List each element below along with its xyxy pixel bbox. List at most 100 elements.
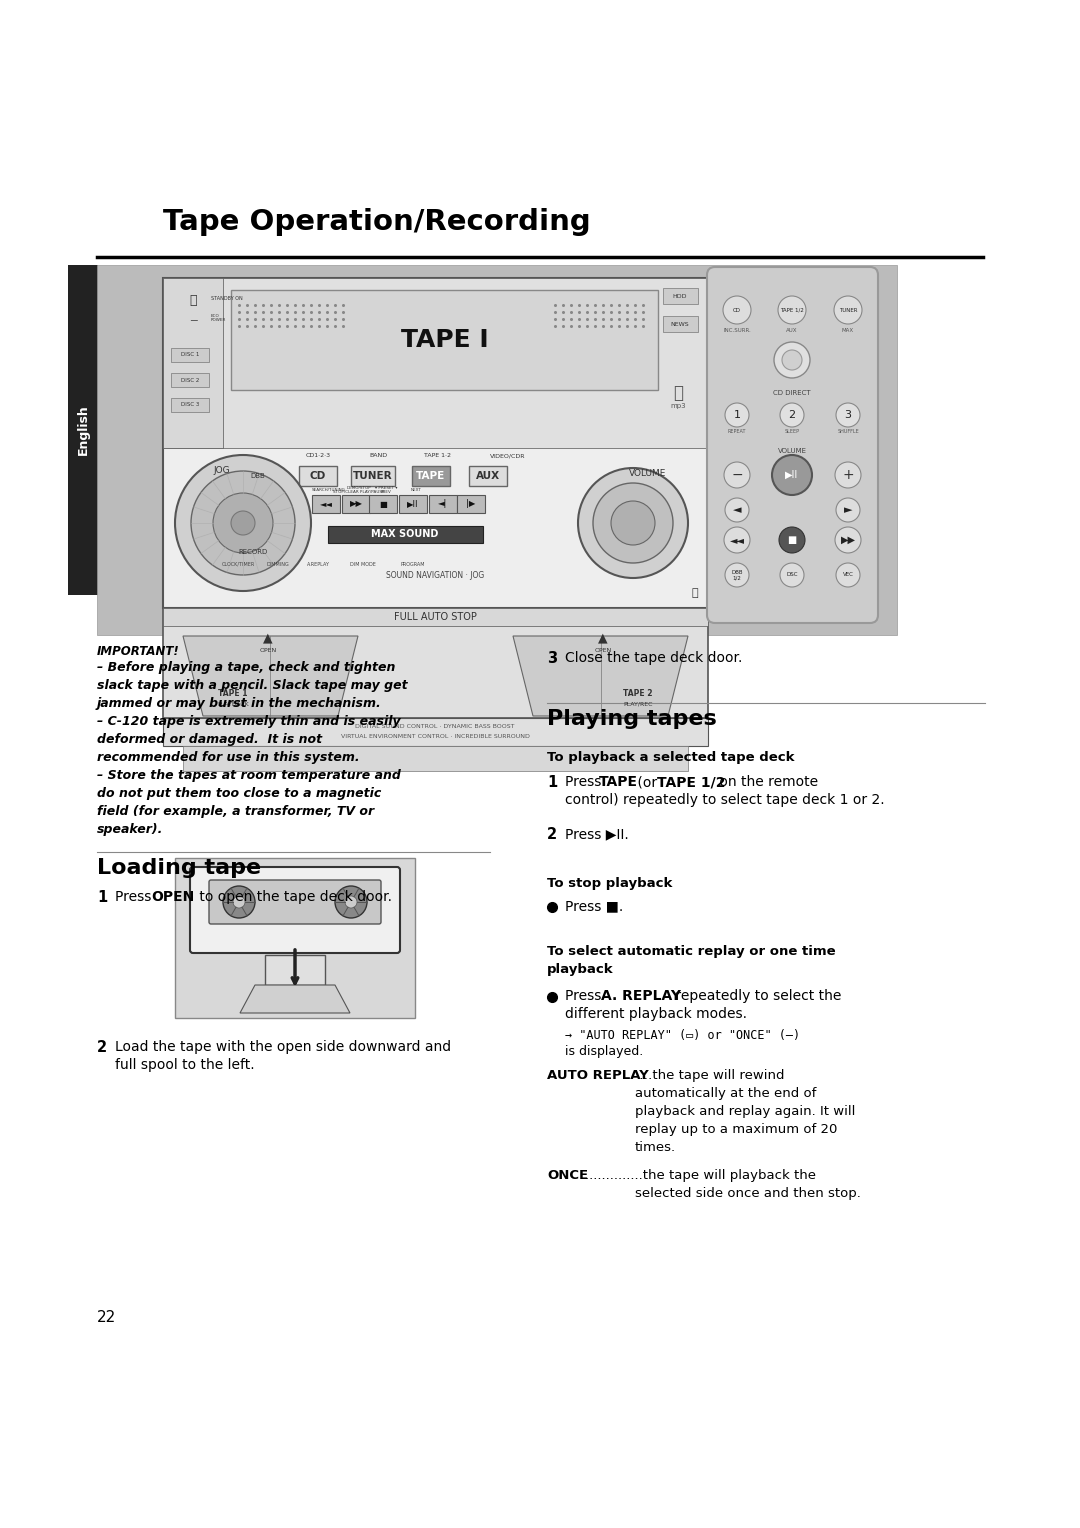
Text: DBB: DBB <box>251 474 266 478</box>
Text: DIM MODE: DIM MODE <box>350 562 376 567</box>
Circle shape <box>175 455 311 591</box>
FancyBboxPatch shape <box>171 397 210 413</box>
Circle shape <box>578 468 688 578</box>
Text: NEWS: NEWS <box>671 321 689 327</box>
Text: ONCE: ONCE <box>546 1169 589 1183</box>
Text: CD DIRECT: CD DIRECT <box>773 390 811 396</box>
FancyBboxPatch shape <box>183 746 688 772</box>
Circle shape <box>345 895 357 908</box>
Text: ▶▶: ▶▶ <box>350 500 363 509</box>
Text: 3: 3 <box>845 410 851 420</box>
Text: 🎧: 🎧 <box>691 588 698 597</box>
Circle shape <box>231 510 255 535</box>
FancyBboxPatch shape <box>328 526 483 542</box>
Text: DIMMING: DIMMING <box>267 562 289 567</box>
Text: ⏻: ⏻ <box>189 293 197 307</box>
Circle shape <box>836 498 860 523</box>
Circle shape <box>725 498 750 523</box>
Text: Close the tape deck door.: Close the tape deck door. <box>565 651 742 665</box>
Circle shape <box>335 886 367 918</box>
FancyBboxPatch shape <box>399 495 427 513</box>
Text: To stop playback: To stop playback <box>546 877 673 889</box>
Text: DBB
1/2: DBB 1/2 <box>731 570 743 581</box>
Text: Load the tape with the open side downward and: Load the tape with the open side downwar… <box>114 1041 451 1054</box>
Text: ▲: ▲ <box>598 631 608 645</box>
Text: TAPE 1/2: TAPE 1/2 <box>780 307 804 313</box>
FancyBboxPatch shape <box>457 495 485 513</box>
Text: 1: 1 <box>733 410 741 420</box>
Circle shape <box>222 886 255 918</box>
Text: VOLUME: VOLUME <box>630 469 666 478</box>
Text: A. REPLAY: A. REPLAY <box>600 989 681 1002</box>
Text: DSC: DSC <box>786 573 798 578</box>
Text: TAPE I: TAPE I <box>401 329 488 351</box>
Text: replay up to a maximum of 20: replay up to a maximum of 20 <box>635 1123 837 1135</box>
Circle shape <box>593 483 673 562</box>
Text: OPEN: OPEN <box>151 889 194 905</box>
Text: TAPE: TAPE <box>599 775 638 788</box>
Circle shape <box>611 501 654 545</box>
Text: TAPE: TAPE <box>417 471 446 481</box>
Text: TAPE 1·2: TAPE 1·2 <box>424 452 451 458</box>
Circle shape <box>779 527 805 553</box>
Text: TAPE 1: TAPE 1 <box>218 689 247 698</box>
Circle shape <box>835 461 861 487</box>
FancyBboxPatch shape <box>231 290 658 390</box>
Text: MAX SOUND: MAX SOUND <box>372 529 438 539</box>
Circle shape <box>233 895 245 908</box>
FancyBboxPatch shape <box>299 466 337 486</box>
Circle shape <box>836 403 860 426</box>
Text: BAND: BAND <box>369 452 387 458</box>
Text: VIDEO/CDR: VIDEO/CDR <box>490 452 526 458</box>
Text: SOUND NAVIGATION · JOG: SOUND NAVIGATION · JOG <box>386 571 484 581</box>
Text: OPEN: OPEN <box>259 648 276 652</box>
Text: Loading tape: Loading tape <box>97 859 261 879</box>
Text: SHUFFLE: SHUFFLE <box>837 429 859 434</box>
Text: DEMO/STOP
STOP/CLEAR PLAY/PAUSE: DEMO/STOP STOP/CLEAR PLAY/PAUSE <box>334 486 384 494</box>
FancyBboxPatch shape <box>171 348 210 362</box>
FancyBboxPatch shape <box>210 880 381 924</box>
FancyBboxPatch shape <box>68 264 98 594</box>
Text: HDD: HDD <box>673 293 687 298</box>
Text: TUNER: TUNER <box>839 307 858 313</box>
Text: English: English <box>77 405 90 455</box>
Text: on the remote: on the remote <box>715 775 819 788</box>
Polygon shape <box>240 986 350 1013</box>
Text: ◄◄: ◄◄ <box>320 500 333 509</box>
Text: RECORD: RECORD <box>239 549 268 555</box>
Text: OPEN: OPEN <box>594 648 611 652</box>
FancyBboxPatch shape <box>97 264 897 636</box>
Text: JOG: JOG <box>213 466 230 475</box>
FancyBboxPatch shape <box>190 866 400 953</box>
Text: do not put them too close to a magnetic: do not put them too close to a magnetic <box>97 787 381 801</box>
Text: DIGITAL SOUND CONTROL · DYNAMIC BASS BOOST: DIGITAL SOUND CONTROL · DYNAMIC BASS BOO… <box>355 724 515 729</box>
FancyBboxPatch shape <box>171 373 210 387</box>
Text: Press: Press <box>114 889 156 905</box>
FancyBboxPatch shape <box>351 466 395 486</box>
Text: CLOCK/TIMER: CLOCK/TIMER <box>221 562 255 567</box>
Text: CD: CD <box>310 471 326 481</box>
Circle shape <box>725 403 750 426</box>
FancyBboxPatch shape <box>265 955 325 986</box>
Text: speaker).: speaker). <box>97 824 163 836</box>
FancyBboxPatch shape <box>429 495 457 513</box>
Text: STANDBY ON: STANDBY ON <box>211 295 243 301</box>
Circle shape <box>836 562 860 587</box>
Text: 22: 22 <box>97 1309 117 1325</box>
Text: MAX: MAX <box>842 327 854 333</box>
Circle shape <box>782 350 802 370</box>
Text: Tape Operation/Recording: Tape Operation/Recording <box>163 208 591 235</box>
Text: repeatedly to select the: repeatedly to select the <box>671 989 841 1002</box>
Text: slack tape with a pencil. Slack tape may get: slack tape with a pencil. Slack tape may… <box>97 678 407 692</box>
Text: ECO
POWER: ECO POWER <box>211 313 227 322</box>
Text: AUX: AUX <box>476 471 500 481</box>
Circle shape <box>723 296 751 324</box>
Circle shape <box>772 455 812 495</box>
Text: PROGRAM: PROGRAM <box>401 562 426 567</box>
FancyBboxPatch shape <box>163 608 708 718</box>
Circle shape <box>191 471 295 575</box>
Text: full spool to the left.: full spool to the left. <box>114 1057 255 1073</box>
Text: (or: (or <box>633 775 661 788</box>
Text: ◄: ◄ <box>732 504 741 515</box>
Text: AUX: AUX <box>786 327 798 333</box>
